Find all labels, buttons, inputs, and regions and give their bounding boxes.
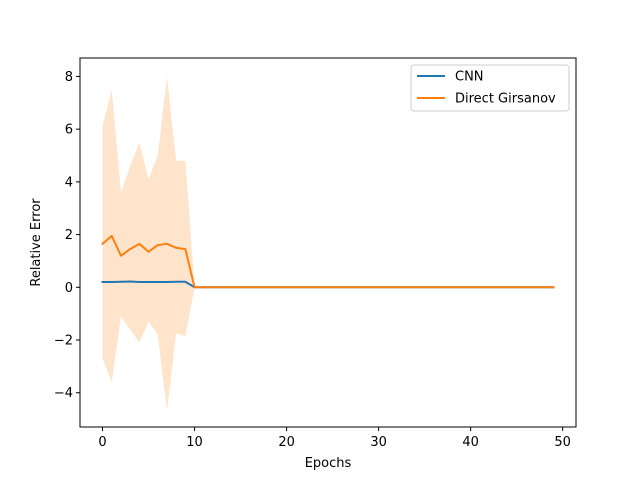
y-tick-label: 8 — [65, 70, 73, 85]
y-tick-label: −4 — [54, 386, 73, 401]
legend-box — [410, 64, 570, 112]
plot-frame — [79, 57, 577, 428]
y-tick-label: −2 — [54, 334, 73, 349]
y-tick-label: 4 — [65, 175, 73, 190]
x-tick-label: 40 — [462, 435, 479, 450]
series-lines — [101, 234, 555, 289]
y-tick-label: 6 — [65, 123, 73, 138]
y-tick-label: 0 — [65, 281, 73, 296]
x-tick-label: 20 — [278, 435, 295, 450]
y-axis-label: Relative Error — [29, 198, 44, 287]
y-axis: −4 −2 0 2 4 6 8 — [54, 70, 80, 401]
legend-label-direct-girsanov: Direct Girsanov — [455, 92, 556, 107]
x-tick-label: 0 — [98, 435, 106, 450]
x-tick-label: 50 — [554, 435, 571, 450]
x-tick-label: 10 — [186, 435, 203, 450]
y-tick-label: 2 — [65, 228, 73, 243]
line-direct-girsanov — [101, 234, 555, 289]
legend: CNN Direct Girsanov — [410, 64, 570, 112]
x-axis-label: Epochs — [305, 456, 352, 471]
x-axis: 0 10 20 30 40 50 — [98, 427, 571, 450]
legend-label-cnn: CNN — [455, 70, 484, 85]
x-tick-label: 30 — [370, 435, 387, 450]
